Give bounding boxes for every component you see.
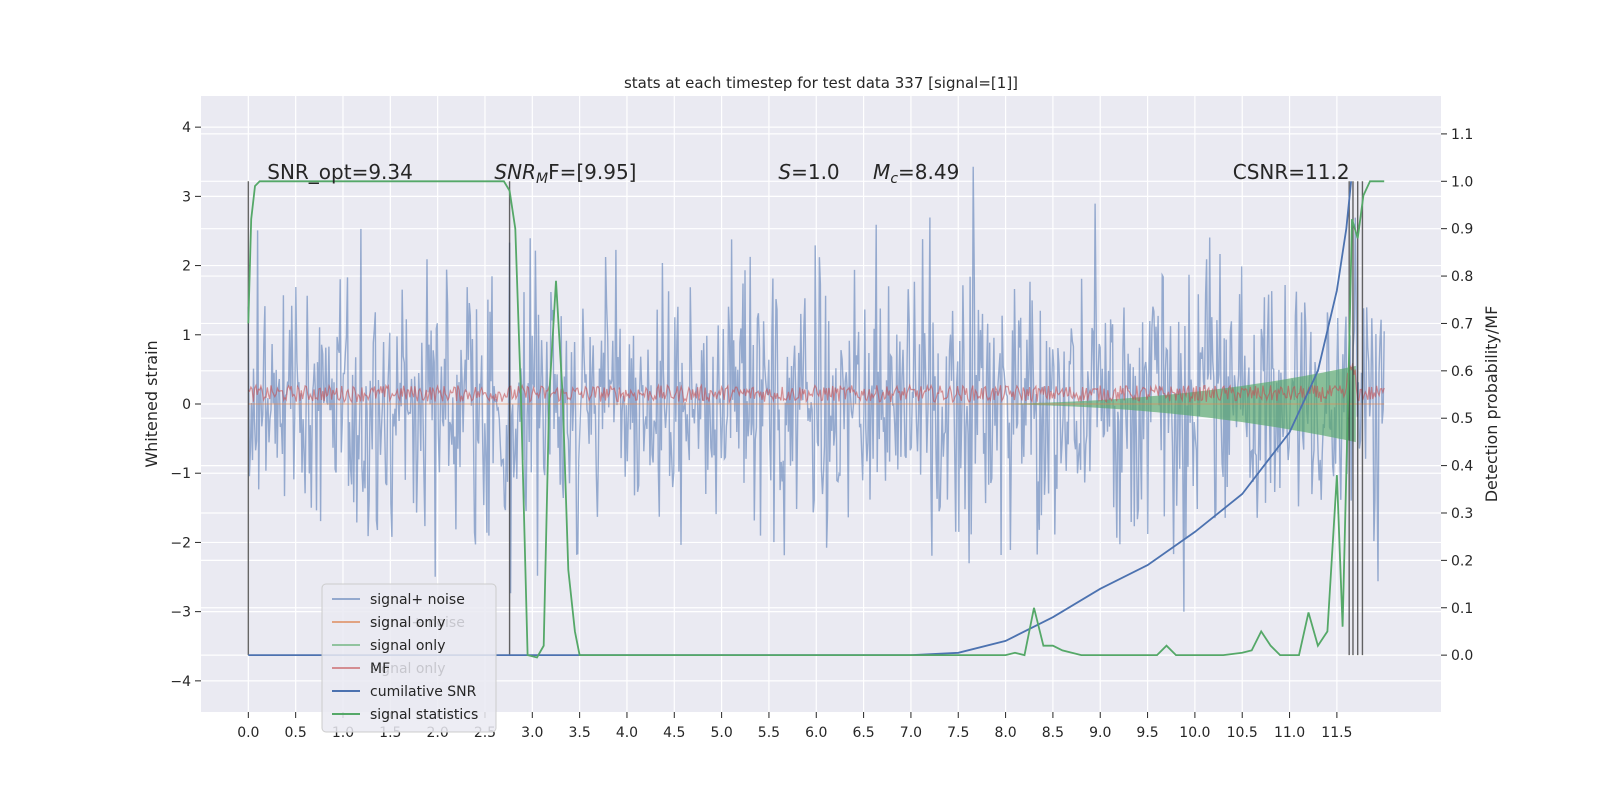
y-right-tick-label: 0.0	[1451, 648, 1473, 664]
x-tick-label: 8.5	[1042, 725, 1064, 741]
annotation-subscript: M	[536, 171, 548, 187]
x-tick-label: 0.0	[237, 725, 259, 741]
x-tick-label: 7.5	[947, 725, 969, 741]
legend-ghost-label: signal+ noise	[370, 615, 465, 631]
y-right-tick-label: 0.6	[1451, 364, 1473, 380]
y-right-tick-label: 1.1	[1451, 127, 1473, 143]
annotation-rest: F=[9.95]	[548, 160, 636, 184]
annotation: SNR_opt=9.34	[267, 160, 413, 184]
x-tick-label: 0.5	[285, 725, 307, 741]
x-tick-label: 4.0	[616, 725, 638, 741]
y-right-tick-label: 0.2	[1451, 553, 1473, 569]
cumulative-snr-line	[248, 181, 1352, 656]
annotation-rest: =1.0	[791, 160, 840, 184]
y-axis-label-right: Detection probability/MF	[1482, 306, 1501, 503]
x-tick-label: 8.0	[994, 725, 1016, 741]
annotation-main: SNR	[494, 160, 536, 184]
x-tick-label: 9.5	[1136, 725, 1158, 741]
signal-noise-line	[247, 166, 1385, 612]
x-tick-label: 10.5	[1227, 725, 1258, 741]
annotations: SNR_opt=9.34 SNRMF=[9.95] S=1.0 Mc=8.49 CSNR…	[267, 160, 1349, 187]
annotation-main: CSNR=11.2	[1233, 160, 1350, 184]
y-tick-label: −4	[170, 674, 191, 690]
y-right-tick-label: 0.4	[1451, 459, 1473, 475]
y-tick-label: −3	[170, 605, 191, 621]
annotation-main: S	[778, 160, 791, 184]
annotation: CSNR=11.2	[1233, 160, 1350, 184]
annotation-subscript: c	[890, 171, 898, 187]
annotation: Mc=8.49	[873, 160, 959, 187]
legend-ghost-label: signal only	[370, 661, 445, 677]
legend-label: signal+ noise	[370, 592, 465, 608]
y-tick-label: −2	[170, 535, 191, 551]
x-tick-label: 6.0	[805, 725, 827, 741]
y-right-tick-label: 0.1	[1451, 601, 1473, 617]
legend-label: cumilative SNR	[370, 684, 477, 700]
x-tick-label: 11.5	[1321, 725, 1352, 741]
y-tick-label: 4	[182, 120, 191, 136]
y-right-tick-label: 0.5	[1451, 411, 1473, 427]
legend-label: signal only	[370, 615, 445, 631]
x-tick-label: 5.0	[710, 725, 732, 741]
vertical-markers	[247, 181, 1364, 656]
y-tick-label: 3	[182, 189, 191, 205]
mf-series	[247, 363, 1385, 405]
x-tick-label: 3.0	[521, 725, 543, 741]
legend-label: signal statistics	[370, 707, 478, 723]
y-tick-label: 0	[182, 397, 191, 413]
legend-box	[321, 583, 497, 733]
y-right-tick-label: 0.7	[1451, 316, 1473, 332]
annotation-rest: =8.49	[898, 160, 959, 184]
x-tick-label: 10.0	[1179, 725, 1210, 741]
y-right-tick-label: 0.8	[1451, 269, 1473, 285]
annotation: SNRMF=[9.95]	[494, 160, 636, 187]
legend-ghost-label: signal statistics	[370, 707, 478, 723]
probability-lines	[247, 180, 1385, 659]
signal-statistics-line	[247, 180, 1385, 659]
x-tick-label: 5.5	[758, 725, 780, 741]
x-tick-label: 3.5	[568, 725, 590, 741]
mf-line	[247, 363, 1385, 404]
annotation-main: M	[873, 160, 890, 184]
chart-title: stats at each timestep for test data 337…	[624, 74, 1018, 92]
x-tick-label: 11.0	[1274, 725, 1305, 741]
y-tick-label: 2	[182, 259, 191, 275]
y-tick-label: 1	[182, 328, 191, 344]
axes: 0.0 0.5 1.0 1.5 2.0 2.5 3.0 3.5 4.0 4.5 5.0 5.5 6.0 6…	[170, 120, 1473, 741]
signal-noise-series	[247, 166, 1385, 612]
annotation: S=1.0	[778, 160, 839, 184]
y-tick-label: −1	[170, 466, 191, 482]
y-right-tick-label: 0.9	[1451, 222, 1473, 238]
y-right-tick-label: 0.3	[1451, 506, 1473, 522]
y-axis-label: Whitened strain	[142, 340, 161, 467]
x-tick-label: 9.0	[1089, 725, 1111, 741]
x-tick-label: 6.5	[852, 725, 874, 741]
legend-label: signal only	[370, 638, 445, 654]
x-tick-label: 4.5	[663, 725, 685, 741]
x-tick-label: 7.0	[900, 725, 922, 741]
legend-label: MF	[370, 661, 390, 677]
y-right-tick-label: 1.0	[1451, 174, 1473, 190]
annotation-main: SNR_opt=9.34	[267, 160, 413, 184]
